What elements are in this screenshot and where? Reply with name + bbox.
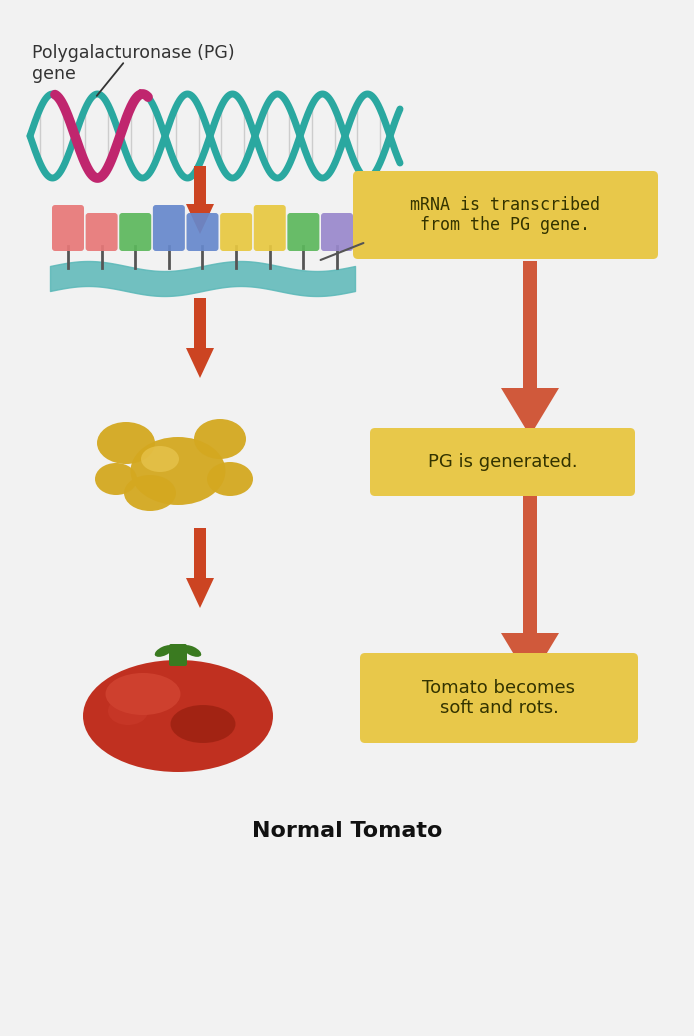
Ellipse shape (108, 697, 148, 725)
Ellipse shape (83, 660, 273, 772)
Text: PG is generated.: PG is generated. (428, 453, 577, 471)
FancyBboxPatch shape (220, 213, 252, 251)
Ellipse shape (130, 437, 226, 505)
FancyBboxPatch shape (85, 213, 117, 251)
FancyBboxPatch shape (119, 213, 151, 251)
FancyBboxPatch shape (169, 644, 187, 666)
Ellipse shape (124, 474, 176, 511)
Text: Normal Tomato: Normal Tomato (252, 821, 442, 841)
Ellipse shape (97, 422, 155, 464)
FancyArrow shape (186, 528, 214, 608)
Ellipse shape (207, 462, 253, 496)
Ellipse shape (194, 419, 246, 459)
FancyArrow shape (186, 166, 214, 234)
FancyBboxPatch shape (360, 653, 638, 743)
Ellipse shape (183, 645, 201, 657)
FancyBboxPatch shape (187, 213, 219, 251)
FancyArrow shape (501, 261, 559, 436)
Text: Polygalacturonase (PG)
gene: Polygalacturonase (PG) gene (32, 44, 235, 83)
Text: Tomato becomes
soft and rots.: Tomato becomes soft and rots. (423, 679, 575, 717)
FancyBboxPatch shape (52, 205, 84, 251)
Ellipse shape (171, 706, 235, 743)
FancyBboxPatch shape (370, 428, 635, 496)
FancyBboxPatch shape (321, 213, 353, 251)
FancyArrow shape (186, 298, 214, 378)
Ellipse shape (155, 645, 174, 657)
FancyBboxPatch shape (287, 213, 319, 251)
Ellipse shape (105, 673, 180, 715)
FancyBboxPatch shape (254, 205, 286, 251)
FancyBboxPatch shape (153, 205, 185, 251)
Ellipse shape (95, 463, 137, 495)
Ellipse shape (141, 447, 179, 472)
Text: mRNA is transcribed
from the PG gene.: mRNA is transcribed from the PG gene. (410, 196, 600, 234)
FancyArrow shape (501, 496, 559, 681)
FancyBboxPatch shape (353, 171, 658, 259)
